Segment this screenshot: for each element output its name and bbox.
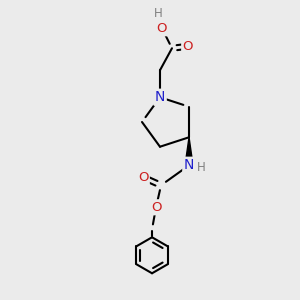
Text: O: O: [157, 22, 167, 35]
Polygon shape: [185, 137, 193, 165]
Text: H: H: [154, 7, 162, 20]
Text: N: N: [184, 158, 194, 172]
Text: O: O: [138, 171, 148, 184]
Text: H: H: [197, 161, 206, 174]
Text: O: O: [183, 40, 193, 53]
Text: O: O: [151, 201, 161, 214]
Text: N: N: [155, 90, 165, 104]
